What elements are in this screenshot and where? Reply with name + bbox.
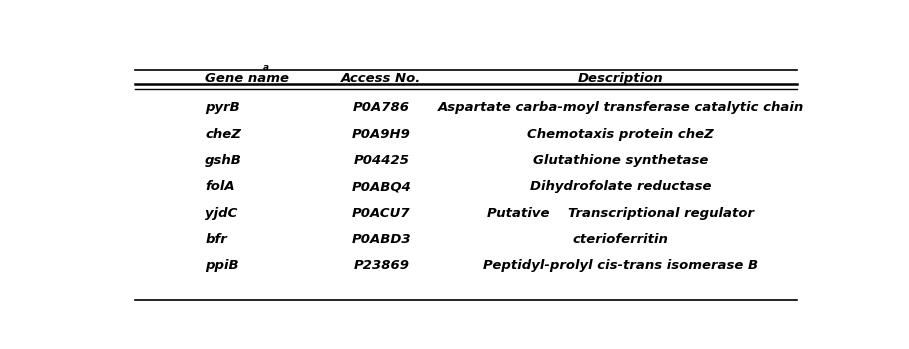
Text: Peptidyl-prolyl cis-trans isomerase B: Peptidyl-prolyl cis-trans isomerase B — [484, 259, 758, 272]
Text: ppiB: ppiB — [205, 259, 239, 272]
Text: a: a — [263, 64, 269, 73]
Text: cterioferritin: cterioferritin — [573, 233, 669, 246]
Text: Putative    Transcriptional regulator: Putative Transcriptional regulator — [487, 207, 754, 220]
Text: Gene name: Gene name — [205, 72, 289, 85]
Text: Chemotaxis protein cheZ: Chemotaxis protein cheZ — [527, 127, 714, 141]
Text: P23869: P23869 — [354, 259, 409, 272]
Text: Aspartate carba-moyl transferase catalytic chain: Aspartate carba-moyl transferase catalyt… — [438, 101, 804, 114]
Text: P0A786: P0A786 — [353, 101, 410, 114]
Text: gshB: gshB — [205, 154, 242, 167]
Text: P04425: P04425 — [354, 154, 409, 167]
Text: Description: Description — [578, 72, 664, 85]
Text: P0ABD3: P0ABD3 — [352, 233, 411, 246]
Text: yjdC: yjdC — [205, 207, 237, 220]
Text: cheZ: cheZ — [205, 127, 241, 141]
Text: pyrB: pyrB — [205, 101, 240, 114]
Text: Glutathione synthetase: Glutathione synthetase — [534, 154, 708, 167]
Text: P0ACU7: P0ACU7 — [352, 207, 411, 220]
Text: P0ABQ4: P0ABQ4 — [352, 180, 411, 193]
Text: P0A9H9: P0A9H9 — [352, 127, 411, 141]
Text: Access No.: Access No. — [341, 72, 422, 85]
Text: bfr: bfr — [205, 233, 227, 246]
Text: Dihydrofolate reductase: Dihydrofolate reductase — [530, 180, 712, 193]
Text: folA: folA — [205, 180, 235, 193]
